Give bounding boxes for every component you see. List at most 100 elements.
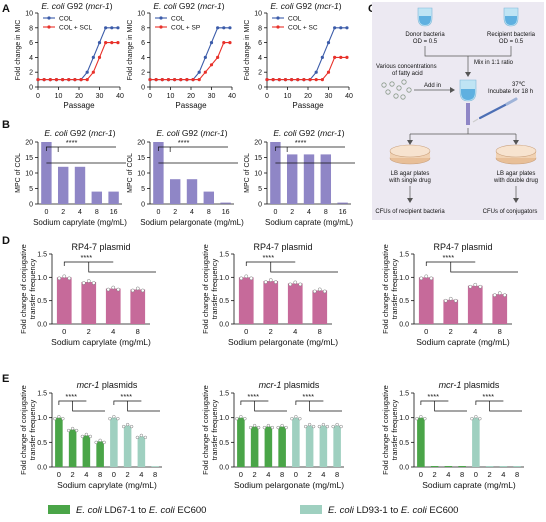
rp4-chart-3-bar: [443, 299, 459, 324]
mcr1-chart-3-y-tick-label: 1.0: [399, 415, 409, 422]
mcr1-chart-2-data-point: [252, 423, 257, 428]
mcr1-chart-1-data-point: [53, 417, 57, 421]
rp4-chart-1-data-point: [140, 288, 145, 293]
mcr1-chart-3-data-point: [470, 417, 474, 421]
mcr1-chart-1-data-point: [70, 426, 75, 431]
mcr1-chart-3-data-point: [423, 417, 427, 421]
mcr1-chart-2-data-point: [303, 424, 308, 429]
mcr1-chart-2-data-point: [239, 415, 243, 419]
line-chart-2-legend-marker: [159, 25, 163, 29]
mcr1-chart-2-sig-label: ****: [302, 392, 314, 401]
cfu-conjugator-label: CFUs of conjugators: [483, 209, 538, 215]
line-chart-1-y-tick-label: 4: [29, 55, 33, 62]
rp4-chart-3-sig-label: ****: [442, 253, 454, 262]
rp4-chart-1-data-point: [111, 285, 116, 290]
mpc-chart-2-x-tick-label: 16: [222, 209, 230, 216]
rp4-chart-2-data-point: [317, 287, 322, 292]
mcr1-chart-2-data-point: [294, 415, 298, 419]
rp4-chart-3-x-tick-label: 0: [424, 327, 428, 336]
rp4-chart-3-data-point: [478, 284, 483, 289]
mcr1-chart-3-data-point: [419, 415, 423, 419]
mcr1-chart-1-series-1-bar: [68, 429, 77, 467]
line-chart-2-series-1-point: [209, 41, 214, 45]
line-chart-3-y-tick-label: 10: [254, 11, 262, 18]
mcr1-chart-3-x-tick-label: 2: [433, 470, 437, 479]
line-chart-1-series-2-point: [110, 41, 114, 45]
rp4-chart-2-sig-bracket: [270, 266, 338, 273]
line-chart-3-y-tick-label: 4: [258, 55, 262, 62]
rp4-chart-1-data-point: [130, 288, 135, 293]
mpc-chart-2-sig-bracket: [158, 146, 228, 152]
line-chart-2-x-tick-label: 20: [187, 93, 195, 100]
line-chart-2-series-2-point: [148, 78, 152, 82]
mcr1-chart-2-data-point: [290, 417, 294, 421]
line-chart-1-series-2-point: [61, 78, 65, 82]
fatty-acid-label-2: of fatty acid: [392, 71, 423, 77]
mpc-chart-2-bar: [186, 179, 198, 204]
rp4-chart-2-data-point: [244, 274, 249, 279]
mcr1-chart-2-x-tick-label: 4: [321, 470, 325, 479]
mcr1-chart-1-data-point: [125, 422, 130, 427]
rp4-chart-1-data-point: [116, 287, 121, 292]
mpc-chart-2-x-tick-label: 4: [190, 209, 194, 216]
mcr1-chart-2-series-1-bar: [250, 426, 259, 467]
mcr1-chart-3-data-point: [415, 417, 419, 421]
mcr1-chart-1-data-point: [84, 432, 89, 437]
mcr1-chart-1-data-point: [74, 428, 79, 433]
line-chart-3-title: E. coli G92 (mcr-1): [270, 1, 341, 11]
mcr1-chart-1-data-point: [108, 417, 112, 421]
line-chart-2-series-2-point: [154, 78, 158, 82]
mcr1-chart-1-data-point: [129, 424, 134, 429]
mpc-chart-3-x-tick-label: 2: [290, 209, 294, 216]
mcr1-chart-1-series-2-bar: [151, 466, 159, 467]
mpc-chart-3-x-label: Sodium caprate (mg/mL): [265, 218, 353, 227]
mpc-chart-3-x-tick-label: 8: [324, 209, 328, 216]
mixture-tube-icon: [459, 79, 477, 125]
line-chart-2-x-tick-label: 40: [228, 93, 236, 100]
mcr1-chart-1-x-tick-label: 8: [153, 470, 157, 479]
line-chart-3-legend-marker: [276, 25, 280, 29]
line-chart-1-legend-label: COL + SCL: [59, 25, 93, 32]
rp4-chart-2-bar: [263, 281, 279, 324]
line-chart-2-series-2-point: [228, 41, 232, 45]
line-chart-3-series-2-line: [267, 56, 347, 81]
merge-connector: [424, 46, 512, 74]
mcr1-chart-1-sig-bracket: [127, 405, 160, 412]
rp4-chart-2-data-point: [239, 276, 244, 281]
mcr1-chart-2-sig-bracket: [295, 400, 324, 405]
rp4-chart-3-bar: [492, 294, 508, 324]
rp4-chart-1-bar: [105, 288, 121, 324]
line-chart-3-x-tick-label: 20: [304, 93, 312, 100]
line-chart-2-x-tick-label: 0: [148, 93, 152, 100]
mcr1-chart-3-series-2-bar: [499, 466, 508, 467]
rp4-chart-3-y-tick-label: 1.0: [399, 275, 409, 282]
line-chart-1-series-2-point: [73, 78, 77, 82]
rp4-chart-2-bar: [238, 277, 254, 324]
rp4-chart-2-y-label-1: Fold change of conjugative: [201, 244, 210, 334]
mcr1-chart-1-data-point: [139, 433, 144, 438]
line-chart-3-series-2-point: [320, 78, 324, 82]
line-chart-3-series-1-point: [345, 26, 349, 30]
mcr1-chart-2-data-point: [331, 424, 335, 429]
mcr1-chart-2-data-point: [321, 422, 326, 427]
mcr1-chart-1-data-point: [57, 415, 61, 419]
mcr1-chart-3-sig-label: ****: [427, 392, 439, 401]
mcr1-chart-2-data-point: [317, 424, 322, 429]
rp4-chart-1-data-point: [86, 279, 91, 283]
rp4-chart-2-data-point: [312, 289, 317, 294]
rp4-chart-2-x-tick-label: 4: [293, 327, 297, 336]
line-chart-1-series-1-point: [85, 70, 89, 74]
mcr1-chart-2-sig-label: ****: [247, 392, 259, 401]
mcr1-chart-1-x-label: Sodium caprylate (mg/mL): [57, 480, 157, 490]
mcr1-chart-2-y-label-1: Fold change of conjugative: [201, 385, 210, 475]
line-chart-1-series-2-point: [36, 78, 40, 82]
mcr1-chart-3-series-1-bar: [417, 417, 425, 467]
line-chart-3-series-1-point: [333, 26, 337, 30]
rp4-chart-3-data-point: [419, 276, 424, 281]
mcr1-chart-3-y-label-2: transfer frequency: [390, 400, 399, 461]
mcr1-chart-1-data-point: [61, 417, 65, 421]
double-drug-plate-icon: [495, 144, 537, 165]
rp4-chart-1-title: RP4-7 plasmid: [71, 242, 130, 252]
line-chart-3-y-tick-label: 2: [258, 70, 262, 77]
mcr1-chart-3-series-2-bar: [485, 466, 494, 467]
